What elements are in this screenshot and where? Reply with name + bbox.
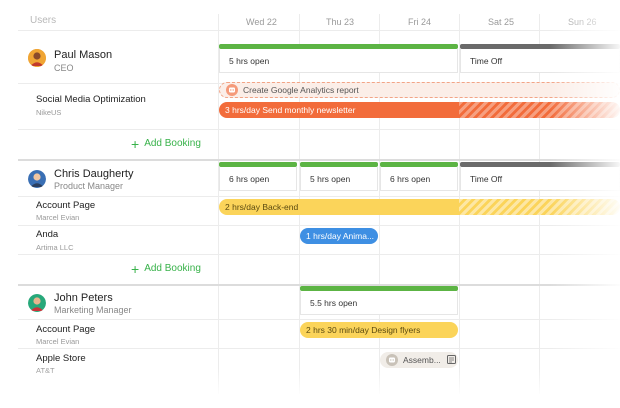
booking-label: 3 hrs/day Send monthly newsletter [225, 105, 356, 115]
person-name[interactable]: Paul Mason [54, 49, 113, 61]
person-avatar-icon [28, 294, 46, 312]
project-name[interactable]: Apple Store [36, 353, 86, 364]
capacity-bar [219, 162, 297, 167]
add-booking-label: Add Booking [144, 138, 201, 149]
project-client: AT&T [36, 366, 55, 375]
weekend-hatch [459, 102, 620, 118]
users-column-title: Users [30, 15, 57, 26]
capacity-cell[interactable]: 6 hrs open [380, 167, 458, 191]
booking-bar[interactable]: 3 hrs/day Send monthly newsletter [219, 102, 620, 118]
section-divider [18, 284, 620, 286]
capacity-cell[interactable]: 5 hrs open [219, 49, 458, 73]
row-divider [18, 196, 620, 197]
capacity-cell[interactable]: 5.5 hrs open [300, 291, 458, 315]
note-icon [446, 354, 456, 366]
day-header-wed: Wed 22 [246, 17, 277, 27]
add-booking-button[interactable]: + Add Booking [131, 260, 201, 277]
booking-bar[interactable]: 1 hrs/day Anima... [300, 228, 378, 244]
person-avatar-icon [28, 170, 46, 188]
project-client: Marcel Evian [36, 337, 80, 346]
day-header-sun: Sun 26 [568, 17, 597, 27]
booking-label: 2 hrs/day Back-end [225, 202, 299, 212]
scroll-fade-bottom [18, 368, 620, 394]
row-divider [18, 225, 620, 226]
capacity-bar [219, 44, 458, 49]
booking-bar[interactable]: Assemb... [380, 352, 458, 368]
booking-label: Create Google Analytics report [243, 85, 359, 95]
grid-divider [218, 14, 219, 394]
day-header-thu: Thu 23 [326, 17, 355, 27]
weekend-hatch [459, 199, 620, 215]
plus-icon: + [131, 260, 140, 277]
row-divider [18, 319, 620, 320]
person-avatar-icon [28, 49, 46, 67]
project-name[interactable]: Account Page [36, 200, 96, 211]
booking-label: Assemb... [403, 355, 441, 365]
robot-icon [226, 84, 238, 96]
plus-icon: + [131, 135, 140, 152]
avatar[interactable] [28, 49, 46, 67]
day-header-sat: Sat 25 [488, 17, 515, 27]
booking-bar[interactable]: 2 hrs 30 min/day Design flyers [300, 322, 458, 338]
project-client: Artima LLC [36, 243, 74, 252]
project-name[interactable]: Social Media Optimization [36, 94, 146, 105]
section-divider [18, 159, 620, 161]
booking-bar[interactable]: 2 hrs/day Back-end [219, 199, 620, 215]
time-off-bar [460, 44, 620, 49]
capacity-bar [300, 286, 458, 291]
tentative-booking[interactable]: Create Google Analytics report [219, 82, 620, 98]
project-client: Marcel Evian [36, 213, 80, 222]
add-booking-button[interactable]: + Add Booking [131, 135, 201, 152]
avatar[interactable] [28, 170, 46, 188]
capacity-bar [380, 162, 458, 167]
day-header-fri: Fri 24 [408, 17, 432, 27]
person-name[interactable]: John Peters [54, 292, 113, 304]
add-booking-label: Add Booking [144, 263, 201, 274]
project-client: NikeUS [36, 108, 62, 117]
person-name[interactable]: Chris Daugherty [54, 168, 134, 180]
time-off-cell[interactable]: Time Off [460, 167, 620, 191]
person-role: Product Manager [54, 181, 124, 191]
time-off-cell[interactable]: Time Off [460, 49, 620, 73]
row-divider [18, 30, 620, 31]
capacity-bar [300, 162, 378, 167]
row-divider [18, 348, 620, 349]
booking-label: 2 hrs 30 min/day Design flyers [306, 325, 421, 335]
project-name[interactable]: Account Page [36, 324, 96, 335]
person-role: Marketing Manager [54, 305, 132, 315]
capacity-cell[interactable]: 6 hrs open [219, 167, 297, 191]
person-role: CEO [54, 63, 74, 73]
scheduler-app: Users Wed 22 Thu 23 Fri 24 Sat 25 Sun 26… [18, 14, 620, 394]
booking-label: 1 hrs/day Anima... [306, 231, 375, 241]
robot-icon [386, 354, 398, 366]
capacity-cell[interactable]: 5 hrs open [300, 167, 378, 191]
time-off-bar [460, 162, 620, 167]
project-name[interactable]: Anda [36, 229, 59, 240]
row-divider [18, 129, 620, 130]
avatar[interactable] [28, 294, 46, 312]
row-divider [18, 254, 620, 255]
